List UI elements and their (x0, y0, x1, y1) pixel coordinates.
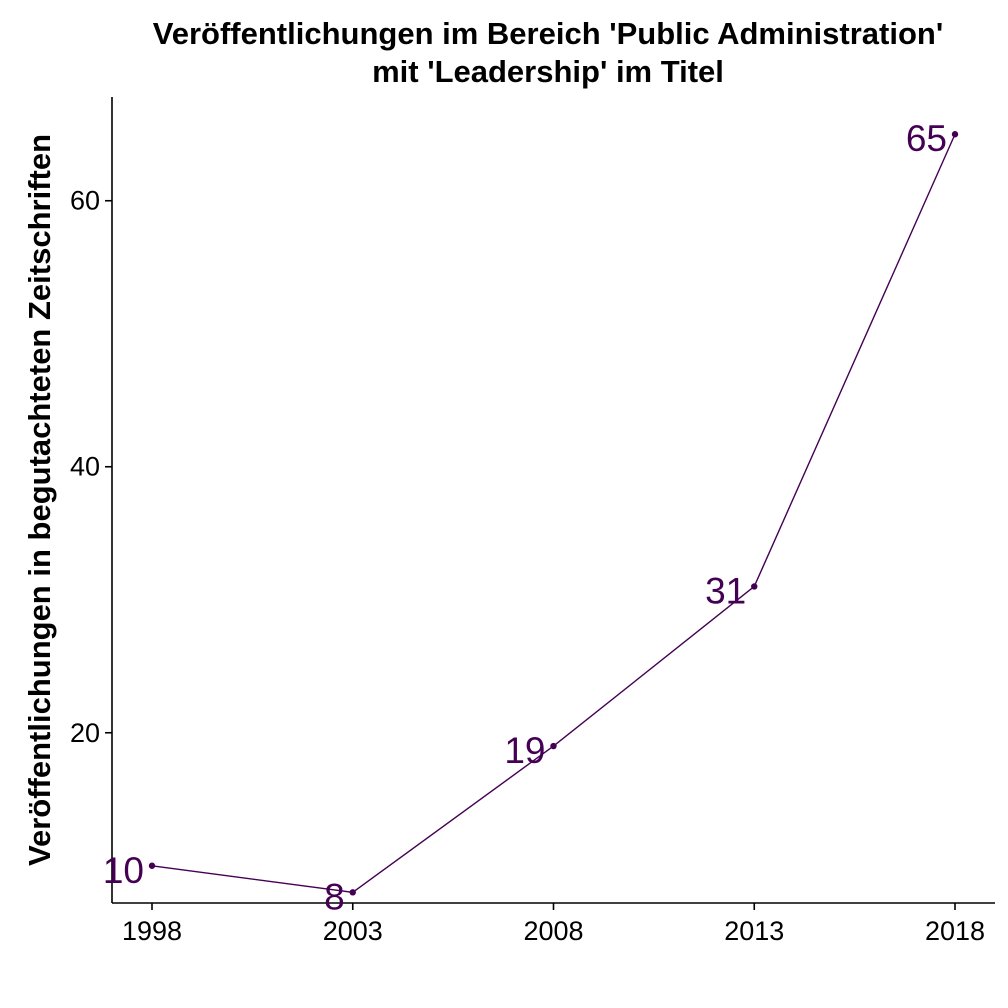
data-labels: 10 8 19 31 65 (103, 118, 947, 917)
chart-title: Veröffentlichungen im Bereich 'Public Ad… (153, 16, 943, 89)
y-tick-label: 60 (70, 186, 100, 216)
data-point (550, 742, 557, 750)
y-tick-label: 20 (70, 718, 100, 748)
data-point (951, 131, 959, 138)
data-point (751, 583, 758, 590)
data-label: 8 (324, 876, 345, 917)
x-tick-label: 2003 (323, 916, 383, 946)
data-label: 31 (705, 570, 746, 611)
series-line (151, 133, 956, 894)
x-tick-label: 2018 (925, 916, 985, 946)
data-label: 19 (504, 730, 545, 771)
series (148, 131, 959, 896)
x-tick-label: 2008 (523, 916, 583, 946)
title-line-1: Veröffentlichungen im Bereich 'Public Ad… (153, 16, 943, 51)
x-tick-label: 2013 (724, 916, 784, 946)
y-tick-label: 40 (70, 452, 100, 482)
x-axis-ticks: 1998 2003 2008 2013 2018 (122, 903, 985, 946)
x-tick-label: 1998 (122, 916, 182, 946)
y-axis-label: Veröffentlichungen in begutachteten Zeit… (22, 134, 57, 866)
title-line-2: mit 'Leadership' im Titel (372, 54, 724, 89)
data-label: 65 (906, 118, 947, 159)
data-label: 10 (103, 850, 144, 891)
data-point (148, 862, 156, 869)
data-point (349, 889, 356, 896)
y-axis-ticks: 20 40 60 (70, 186, 112, 748)
